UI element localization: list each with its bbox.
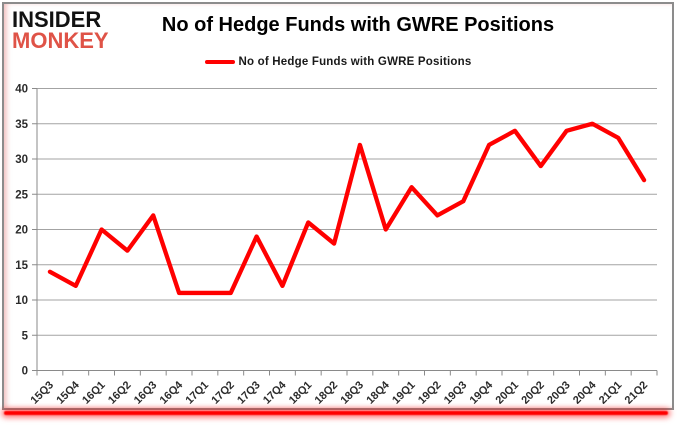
y-tick-label: 5 (22, 330, 29, 342)
x-tick-label: 17Q2 (209, 379, 237, 404)
y-tick-label: 25 (15, 189, 28, 201)
x-tick-label: 16Q4 (158, 379, 186, 404)
x-tick-label: 20Q4 (571, 379, 599, 404)
legend-line-swatch (204, 59, 235, 65)
x-tick-label: 19Q2 (416, 379, 444, 404)
x-tick-label: 16Q3 (132, 379, 160, 404)
x-tick-label: 20Q1 (494, 379, 522, 404)
x-tick-label: 21Q1 (597, 379, 625, 404)
x-tick-label: 20Q3 (545, 379, 573, 404)
y-tick-label: 10 (15, 295, 28, 307)
x-tick-label: 18Q2 (313, 379, 341, 404)
y-tick-label: 30 (15, 154, 28, 166)
y-tick-label: 35 (15, 119, 28, 131)
x-tick-label: 17Q4 (261, 379, 289, 404)
logo-word-insider: INSIDER (12, 6, 102, 33)
logo-word-monkey: MONKEY (12, 28, 109, 53)
x-tick-label: 18Q3 (339, 379, 367, 404)
y-tick-label: 40 (15, 84, 28, 96)
y-tick-label: 0 (22, 366, 28, 378)
legend-label: No of Hedge Funds with GWRE Positions (238, 56, 472, 68)
x-tick-label: 16Q2 (106, 379, 134, 404)
y-tick-label: 15 (15, 260, 28, 272)
y-tick-label: 20 (15, 225, 28, 237)
x-tick-label: 17Q1 (184, 379, 212, 404)
x-tick-label: 17Q3 (235, 379, 263, 404)
red-glow-shadow (4, 411, 668, 415)
chart-frame: INSIDER MONKEY No of Hedge Funds with GW… (2, 2, 674, 410)
x-tick-label: 21Q2 (623, 379, 651, 404)
x-tick-label: 19Q1 (390, 379, 418, 404)
chart-legend: No of Hedge Funds with GWRE Positions (4, 56, 672, 68)
x-tick-label: 18Q1 (287, 379, 315, 404)
x-tick-label: 15Q3 (29, 379, 57, 404)
line-chart: 0 5 10 15 20 25 30 35 40 15Q315Q416Q116Q216Q316Q4… (15, 84, 658, 404)
x-tick-label: 18Q4 (364, 379, 392, 404)
x-tick-label: 19Q4 (468, 379, 496, 404)
x-tick-label: 20Q2 (519, 379, 547, 404)
x-tick-label: 16Q1 (80, 379, 108, 404)
chart-title: No of Hedge Funds with GWRE Positions (161, 14, 555, 36)
insider-monkey-logo: INSIDER MONKEY (12, 6, 109, 53)
data-line (47, 121, 647, 296)
x-tick-label: 19Q3 (442, 379, 470, 404)
x-tick-label: 15Q4 (54, 379, 82, 404)
